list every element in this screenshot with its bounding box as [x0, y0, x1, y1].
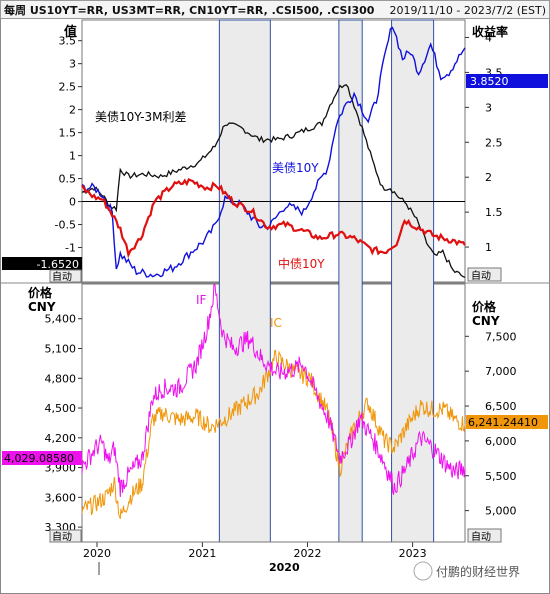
bottom-right-label-5: 5,000: [485, 505, 517, 518]
top-left-label-2: 2.5: [59, 81, 77, 94]
ic-label: IC: [270, 316, 282, 330]
header-date-range: 2019/11/10 - 2023/7/2 (EST): [390, 4, 547, 17]
bottom-left-auto-label: 自动: [52, 530, 72, 543]
bottom-right-label-4: 5,500: [485, 470, 517, 483]
top-right-auto-button[interactable]: 自动: [467, 267, 502, 282]
if-label: IF: [196, 293, 207, 307]
x-label-2: 2022: [293, 547, 321, 560]
bottom-right-axis: 7,500 7,000 6,500 6,000 5,500 5,000: [465, 330, 517, 518]
top-left-label-6: 0.5: [59, 173, 77, 186]
bottom-left-auto-button[interactable]: 自动: [49, 529, 82, 543]
bottom-right-label-2: 6,500: [485, 400, 517, 413]
spread-label: 美债10Y-3M利差: [95, 110, 187, 124]
top-left-label-9: -1: [65, 242, 76, 255]
series-ic-line: [81, 349, 466, 520]
bottom-left-label-3: 4,500: [45, 402, 77, 415]
top-left-label-7: 0: [69, 196, 76, 209]
top-right-auto-label: 自动: [471, 269, 491, 282]
top-right-label-5: 1.5: [485, 206, 503, 219]
top-left-axis-title: 值: [64, 24, 77, 40]
top-left-auto-label: 自动: [52, 270, 72, 283]
shaded-period-3: [391, 19, 435, 543]
us10y-label: 美债10Y: [272, 161, 319, 175]
top-left-label-3: 2: [69, 104, 76, 117]
top-right-readout-box: [466, 74, 548, 88]
top-left-label-4: 1.5: [59, 127, 77, 140]
series-if-line: [81, 284, 466, 498]
bottom-right-axis-title-line1: 价格: [472, 299, 497, 314]
top-left-label-1: 3: [69, 58, 76, 71]
series-cn10y-line: [81, 178, 466, 259]
top-right-label-3: 2.5: [485, 136, 503, 149]
top-right-label-0: 4: [485, 31, 492, 44]
x-axis: 2020 2021 2022 2023: [83, 542, 427, 560]
top-left-label-0: 3.5: [59, 35, 77, 48]
top-right-axis-title: 收益率: [472, 24, 508, 39]
top-left-readout-box: [2, 257, 82, 270]
x-label-3: 2023: [399, 547, 427, 560]
cn10y-label: 中债10Y: [278, 256, 325, 271]
header-title: 每周 US10YT=RR, US3MT=RR, CN10YT=RR, .CSI5…: [4, 3, 375, 17]
watermark-text: 付鹏的财经世界: [436, 564, 520, 579]
bottom-left-axis-title-line2: CNY: [28, 300, 56, 314]
watermark: 付鹏的财经世界: [413, 561, 520, 581]
bottom-left-label-0: 5,400: [45, 313, 77, 326]
bottom-right-label-0: 7,500: [485, 330, 517, 343]
bottom-left-label-4: 4,200: [45, 432, 77, 445]
series-us10y-line: [81, 26, 466, 278]
bottom-right-label-3: 6,000: [485, 435, 517, 448]
bottom-right-label-1: 7,000: [485, 365, 517, 378]
bottom-left-label-6: 3,600: [45, 491, 77, 504]
bottom-right-readout: 6,241.24410: [468, 416, 538, 429]
top-left-label-5: 1: [69, 150, 76, 163]
top-right-readout: 3.8520: [470, 75, 509, 88]
bottom-right-auto-label: 自动: [471, 530, 491, 543]
watermark-logo-icon: [413, 561, 433, 581]
x-label-1: 2021: [188, 547, 216, 560]
x-label-0: 2020: [83, 547, 111, 560]
shaded-period-1: [218, 19, 271, 543]
top-left-label-8: -0.5: [55, 219, 76, 232]
bottom-left-readout-box: [2, 451, 82, 465]
bottom-left-readout: 4,029.08580: [4, 452, 74, 465]
top-left-readout: -1.6520: [37, 258, 79, 271]
series-spread-line: [81, 84, 466, 279]
top-right-label-4: 2: [485, 171, 492, 184]
bottom-left-label-1: 5,100: [45, 343, 77, 356]
bottom-series-group: [81, 284, 466, 520]
x-axis-subtitle: 2020: [269, 561, 300, 574]
bottom-left-label-2: 4,800: [45, 372, 77, 385]
top-right-label-2: 3: [485, 101, 492, 114]
bottom-right-readout-box: [466, 415, 548, 429]
bottom-left-axis-title-line1: 价格: [28, 285, 53, 300]
top-series-group: [81, 26, 466, 279]
top-left-auto-button[interactable]: 自动: [49, 269, 82, 283]
bottom-right-axis-title-line2: CNY: [472, 314, 500, 328]
bottom-right-auto-button[interactable]: 自动: [467, 528, 502, 543]
top-right-label-6: 1: [485, 241, 492, 254]
